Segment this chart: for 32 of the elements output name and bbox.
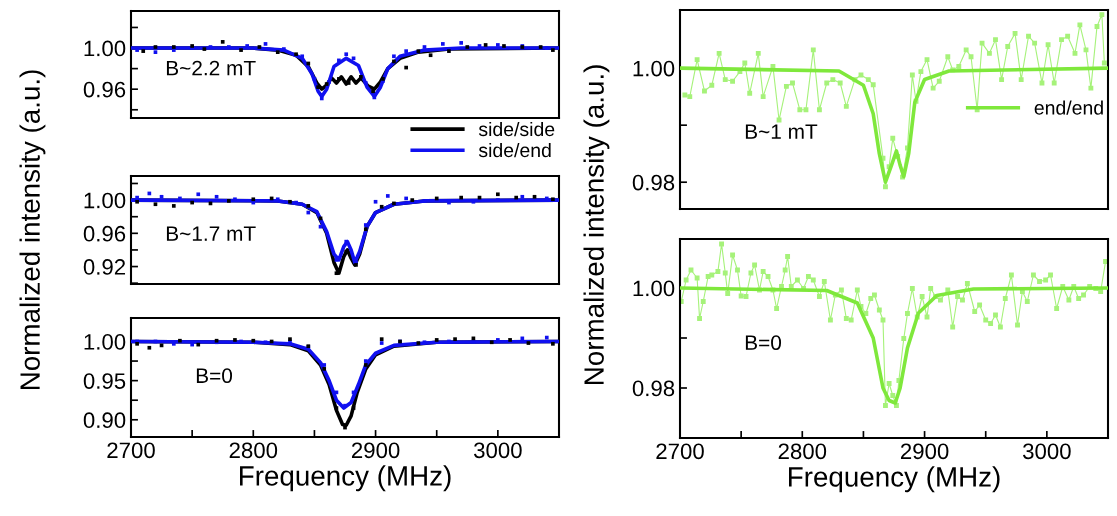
- y-tick-label: 1.00: [84, 40, 126, 57]
- annotation: B~1 mT: [745, 124, 818, 139]
- y-tick-label: 1.00: [84, 334, 126, 350]
- y-tick-label: 0.98: [632, 174, 675, 191]
- y-tick-label: 0.92: [83, 259, 126, 275]
- y-tick-label: 0.96: [83, 225, 126, 242]
- annotation: B=0: [196, 368, 233, 384]
- y-tick-label: 0.95: [83, 373, 126, 389]
- annotation: B=0: [745, 335, 782, 351]
- legend-label: side/side: [478, 121, 555, 137]
- x-tick-label: 2900: [900, 443, 949, 460]
- y-tick-label: 1.00: [633, 60, 675, 77]
- x-tick-label: 3000: [473, 442, 522, 459]
- y-axis-title: Normalized intensity (a.u.): [19, 70, 46, 390]
- x-tick-label: 2900: [351, 442, 400, 459]
- y-tick-label: 1.00: [633, 280, 675, 297]
- x-axis-title: Frequency (MHz): [240, 465, 451, 492]
- annotation: B~1.7 mT: [166, 226, 256, 241]
- y-tick-label: 0.98: [632, 380, 675, 397]
- y-axis-title: Normalized intensity (a.u.): [583, 65, 610, 384]
- legend-label: end/end: [1034, 100, 1103, 115]
- y-tick-label: 0.96: [83, 81, 126, 98]
- y-tick-label: 0.90: [83, 412, 126, 429]
- x-tick-label: 3000: [1022, 443, 1071, 460]
- x-tick-label: 2700: [107, 442, 155, 459]
- x-tick-label: 2800: [229, 442, 278, 459]
- x-tick-label: 2700: [656, 443, 704, 460]
- annotation: B~2.2 mT: [166, 60, 256, 76]
- x-tick-label: 2800: [778, 443, 827, 460]
- legend-label: side/end: [478, 142, 551, 158]
- y-tick-label: 1.00: [84, 192, 126, 209]
- x-axis-title: Frequency (MHz): [789, 466, 1000, 493]
